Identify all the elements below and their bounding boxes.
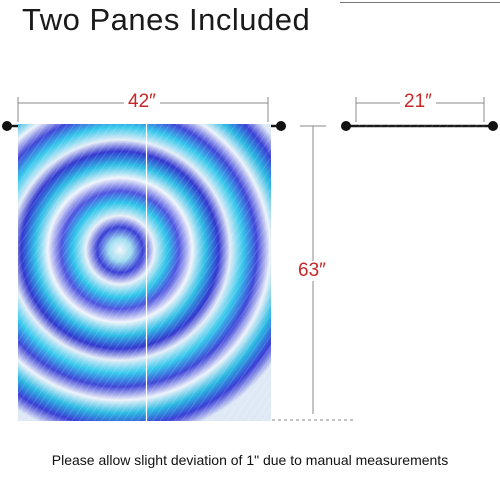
page-title: Two Panes Included <box>22 2 311 37</box>
curtain-panel-left <box>18 124 146 421</box>
width-single-label: 21″ <box>400 92 436 112</box>
height-label: 63″ <box>294 261 330 281</box>
curtain-rod-end-cap-icon <box>276 121 286 131</box>
curtain-rod-end-cap-icon <box>341 121 351 131</box>
measurement-disclaimer: Please allow slight deviation of 1" due … <box>51 452 449 468</box>
curtain-rod-end-cap-icon <box>488 121 498 131</box>
curtain-panel-right <box>356 124 484 421</box>
curtain-rod-end-cap-icon <box>2 121 12 131</box>
title-divider <box>340 2 500 3</box>
width-pair-label: 42″ <box>124 92 160 112</box>
curtain-panel-middle <box>147 124 271 421</box>
